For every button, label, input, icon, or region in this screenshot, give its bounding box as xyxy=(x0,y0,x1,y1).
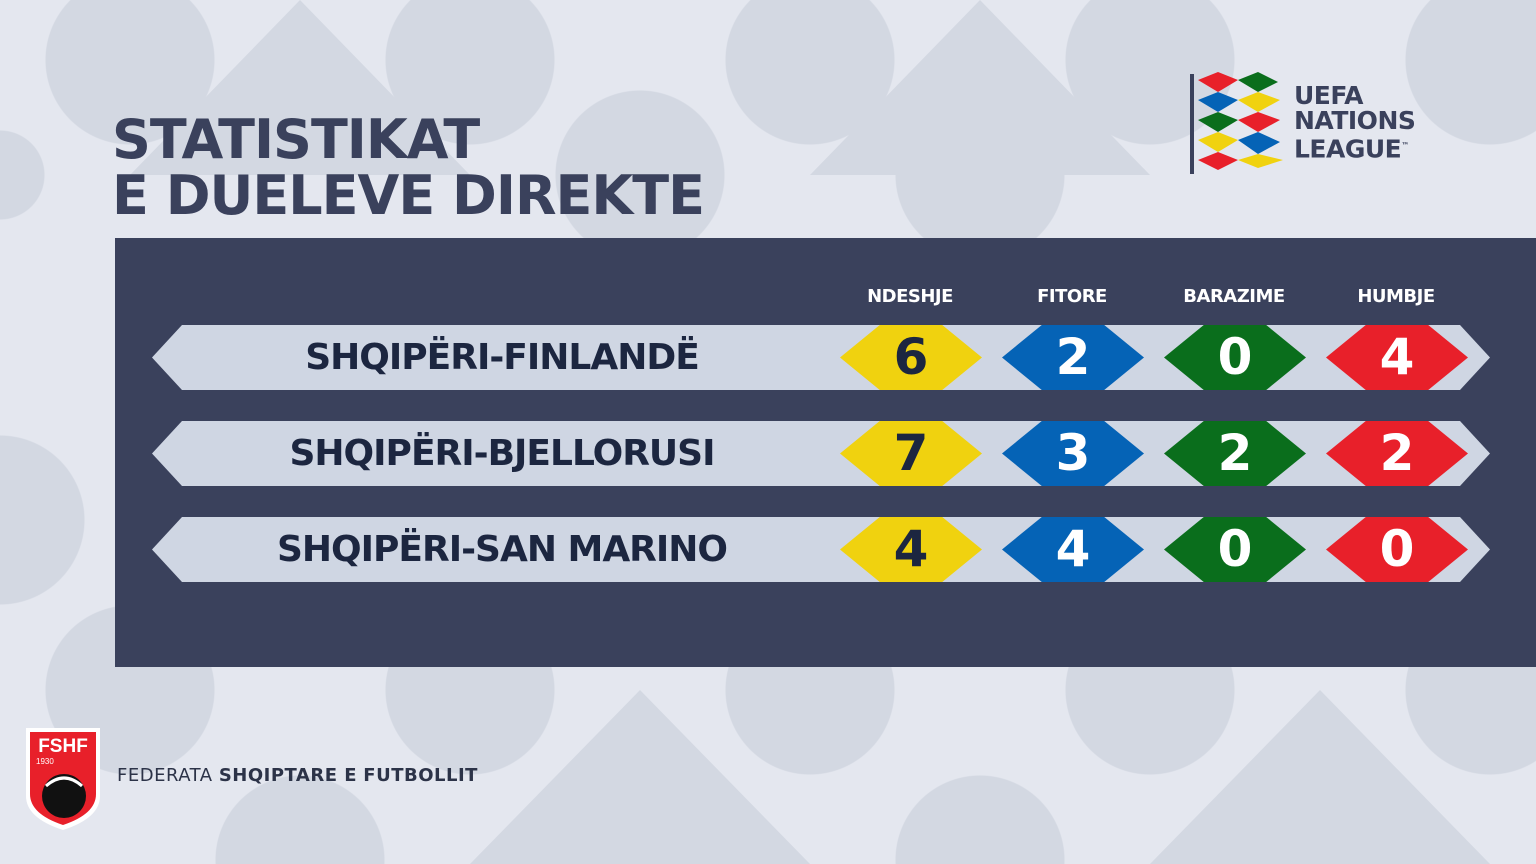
match-name: SHQIPËRI-BJELLORUSI xyxy=(289,433,716,474)
logo-line-1: UEFA xyxy=(1294,80,1363,110)
flag-icon xyxy=(1190,72,1283,174)
uefa-nations-league-logo: UEFA NATIONS LEAGUE™ xyxy=(1188,70,1416,174)
column-header-fitore: FITORE xyxy=(1037,286,1107,307)
trademark: ™ xyxy=(1401,140,1409,150)
match-row: SHQIPËRI-BJELLORUSI 7 3 2 2 xyxy=(152,421,1490,486)
column-header-ndeshje: NDESHJE xyxy=(867,286,953,307)
match-row: SHQIPËRI-FINLANDË 6 2 0 4 xyxy=(152,325,1490,390)
footer-part-3: FUTBOLLIT xyxy=(363,765,478,786)
title-line-2: E DUELEVE DIREKTE xyxy=(112,164,705,227)
logo-line-3: LEAGUE xyxy=(1294,134,1402,164)
page-title: STATISTIKAT E DUELEVE DIREKTE xyxy=(112,108,705,227)
badge-year: 1930 xyxy=(36,757,54,766)
fshf-badge: FSHF 1930 xyxy=(24,726,102,832)
footer-part-1: FEDERATA xyxy=(117,765,213,786)
match-name: SHQIPËRI-FINLANDË xyxy=(305,337,700,378)
logo-line-2: NATIONS xyxy=(1294,105,1416,135)
federation-name: FEDERATA SHQIPTARE E FUTBOLLIT xyxy=(117,765,478,786)
title-line-1: STATISTIKAT xyxy=(112,108,480,171)
footer-part-2: SHQIPTARE E xyxy=(218,765,358,786)
column-header-humbje: HUMBJE xyxy=(1357,286,1435,307)
match-row: SHQIPËRI-SAN MARINO 4 4 0 0 xyxy=(152,517,1490,582)
column-header-barazime: BARAZIME xyxy=(1183,286,1285,307)
badge-name: FSHF xyxy=(38,736,88,757)
match-name: SHQIPËRI-SAN MARINO xyxy=(276,529,728,570)
